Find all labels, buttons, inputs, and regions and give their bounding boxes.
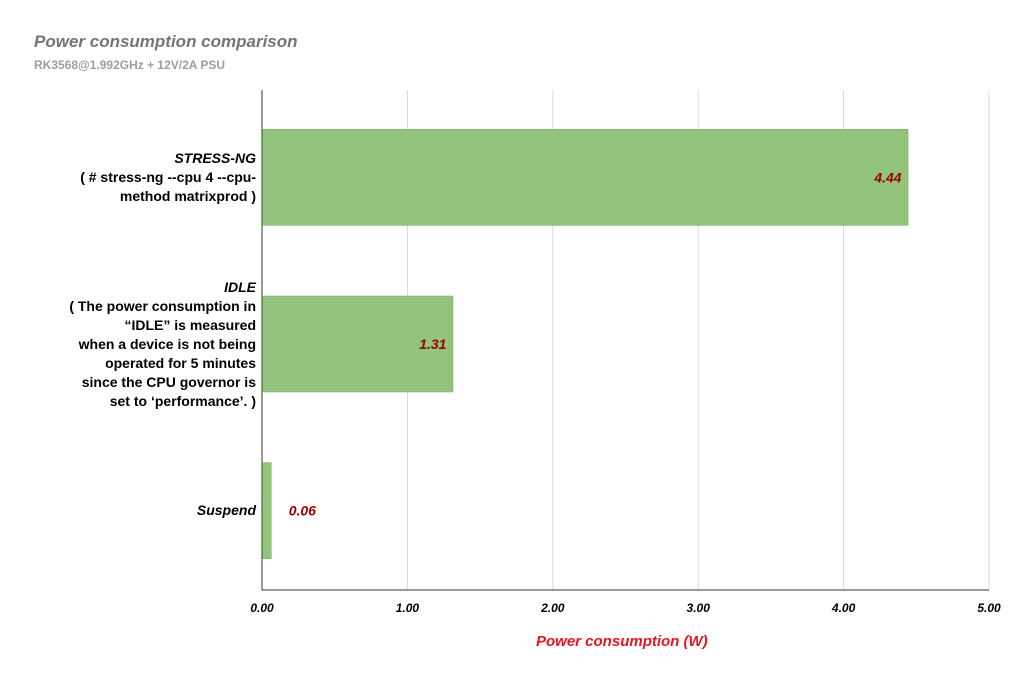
category-name: IDLE: [224, 278, 256, 295]
chart-subtitle: RK3568@1.992GHz + 12V/2A PSU: [34, 58, 226, 72]
data-label: 1.31: [419, 336, 446, 352]
category-detail-line: “IDLE” is measured: [124, 316, 257, 333]
category-detail-line: when a device is not being: [78, 335, 256, 352]
category-label: STRESS-NG ( # stress-ng --cpu 4 --cpu-met…: [16, 149, 256, 206]
bar: [262, 462, 272, 559]
category-detail-line: since the CPU governor is: [81, 373, 256, 390]
x-tick-label: 5.00: [977, 601, 1001, 615]
category-name: Suspend: [196, 502, 256, 519]
x-tick-label: 0.00: [250, 601, 274, 615]
data-label: 4.44: [873, 169, 901, 185]
x-tick-label: 4.00: [831, 601, 856, 615]
category-label: Suspend: [16, 501, 256, 520]
category-detail-line: method matrixprod ): [119, 187, 256, 204]
x-tick-label: 1.00: [396, 601, 420, 615]
bar: [262, 295, 454, 393]
x-tick-label: 2.00: [540, 601, 565, 615]
x-axis-label: Power consumption (W): [536, 633, 708, 650]
x-tick-label: 3.00: [687, 601, 711, 615]
category-detail-line: ( # stress-ng --cpu 4 --cpu-: [80, 168, 256, 185]
chart-title: Power consumption comparison: [34, 32, 298, 51]
category-detail-line: operated for 5 minutes: [105, 354, 256, 371]
category-detail-line: ( The power consumption in: [69, 297, 256, 314]
category-name: STRESS-NG: [174, 149, 256, 166]
bar: [262, 129, 909, 226]
data-label: 0.06: [289, 503, 316, 519]
category-detail-line: set to ‘performance’. ): [109, 392, 256, 409]
category-label: IDLE ( The power consumption in “IDLE” is …: [16, 278, 256, 411]
